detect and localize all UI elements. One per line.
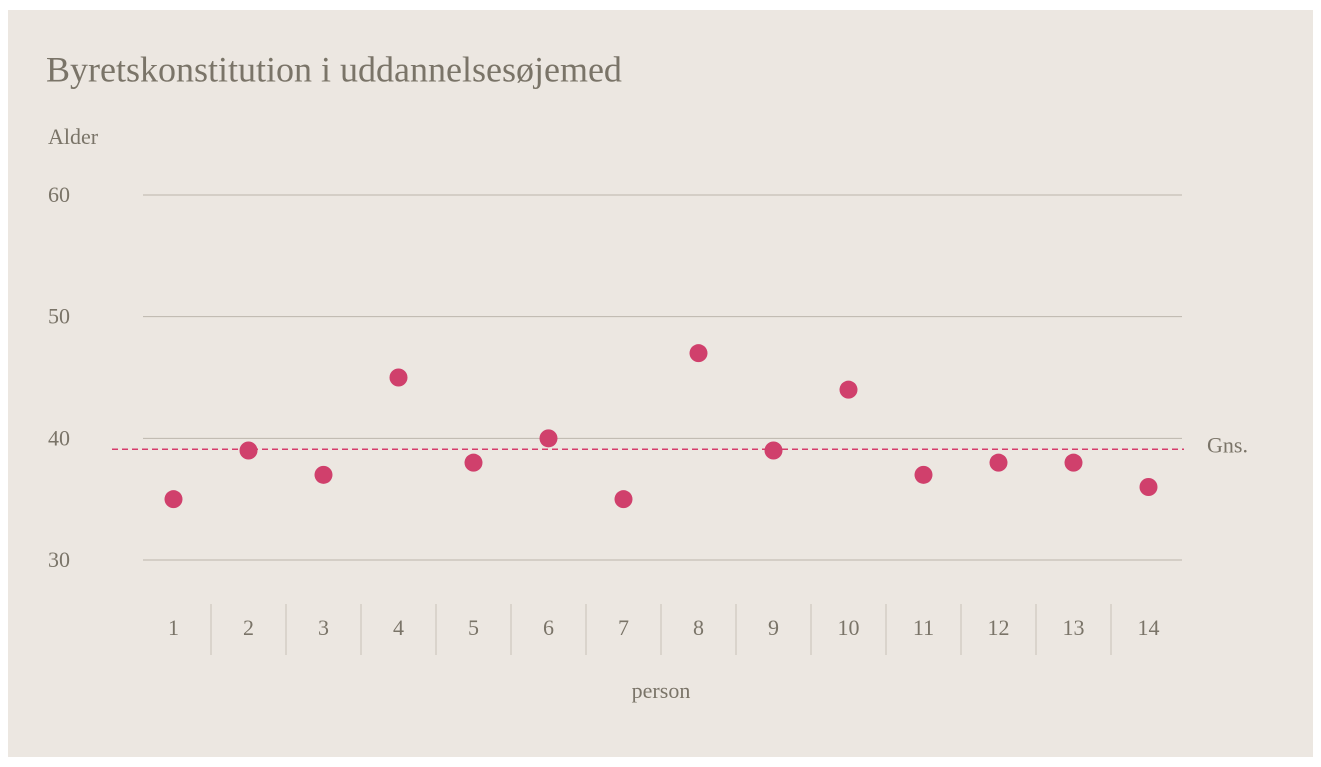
y-axis-label: Alder bbox=[48, 124, 99, 149]
y-tick-label: 50 bbox=[48, 304, 70, 329]
x-tick-label: 6 bbox=[543, 615, 554, 640]
dot bbox=[314, 465, 333, 484]
x-tick-label: 2 bbox=[243, 615, 254, 640]
x-tick-label: 12 bbox=[988, 615, 1010, 640]
dot bbox=[1064, 453, 1083, 472]
x-tick-label: 10 bbox=[838, 615, 860, 640]
dot bbox=[839, 380, 858, 399]
x-tick-label: 13 bbox=[1063, 615, 1085, 640]
x-tick-label: 1 bbox=[168, 615, 179, 640]
y-tick-label: 30 bbox=[48, 547, 70, 572]
dot bbox=[689, 344, 708, 363]
y-tick-label: 40 bbox=[48, 425, 70, 450]
x-tick-label: 3 bbox=[318, 615, 329, 640]
x-axis-label: person bbox=[632, 678, 691, 703]
dot bbox=[614, 490, 633, 509]
dot bbox=[464, 453, 483, 472]
x-tick-label: 14 bbox=[1138, 615, 1160, 640]
x-tick-label: 8 bbox=[693, 615, 704, 640]
dot bbox=[764, 441, 783, 460]
x-tick-label: 4 bbox=[393, 615, 404, 640]
x-tick-label: 7 bbox=[618, 615, 629, 640]
reference-label: Gns. bbox=[1207, 432, 1248, 457]
dot bbox=[389, 368, 408, 387]
x-tick-label: 5 bbox=[468, 615, 479, 640]
y-tick-label: 60 bbox=[48, 182, 70, 207]
dot bbox=[1139, 478, 1158, 496]
dot bbox=[914, 465, 933, 484]
dot bbox=[239, 441, 258, 460]
dot bbox=[989, 453, 1008, 472]
chart-title: Byretskonstitution i uddannelsesøjemed bbox=[46, 49, 622, 89]
dot bbox=[164, 490, 183, 509]
x-tick-label: 9 bbox=[768, 615, 779, 640]
dot bbox=[539, 429, 558, 448]
x-tick-label: 11 bbox=[913, 615, 934, 640]
